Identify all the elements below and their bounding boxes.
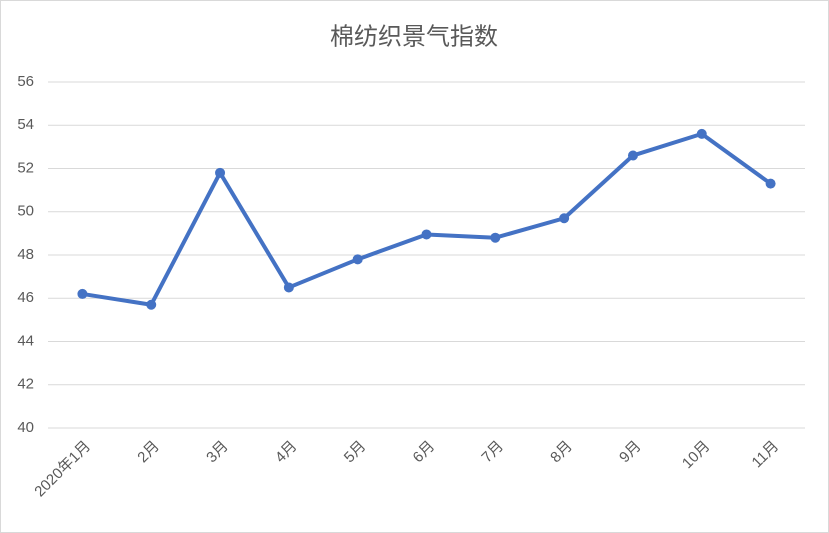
data-point [421, 229, 432, 240]
y-tick-label: 46 [17, 289, 34, 306]
data-point [283, 282, 294, 293]
data-point [215, 167, 226, 178]
y-tick-label: 40 [17, 419, 34, 436]
data-point [765, 178, 776, 189]
data-point [696, 128, 707, 139]
data-point [352, 254, 363, 265]
y-tick-label: 42 [17, 376, 34, 393]
y-tick-label: 52 [17, 159, 34, 176]
y-tick-label: 54 [17, 116, 34, 133]
y-tick-label: 48 [17, 246, 34, 263]
data-point [559, 213, 570, 224]
y-tick-label: 50 [17, 203, 34, 220]
y-tick-label: 56 [17, 73, 34, 90]
data-point [77, 288, 88, 299]
data-point [490, 232, 501, 243]
y-tick-label: 44 [17, 332, 34, 349]
data-point [627, 150, 638, 161]
data-point [146, 299, 157, 310]
chart-title: 棉纺织景气指数 [330, 23, 498, 50]
